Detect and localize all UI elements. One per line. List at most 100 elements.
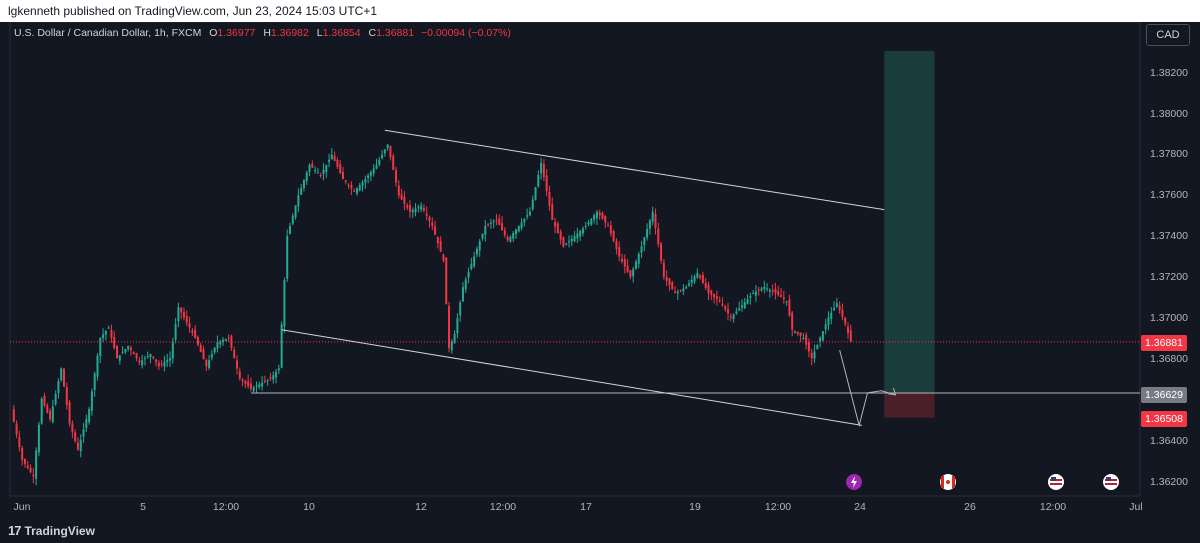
us-flag-icon[interactable] bbox=[1103, 474, 1119, 490]
candle-body bbox=[104, 331, 107, 335]
candle-body bbox=[403, 196, 406, 204]
candle-body bbox=[110, 329, 113, 338]
price-tick-label: 1.37000 bbox=[1150, 312, 1188, 324]
candle-body bbox=[330, 154, 333, 160]
candle-body bbox=[96, 355, 99, 377]
time-tick-label: 12:00 bbox=[1039, 501, 1067, 513]
price-tick-label: 1.36200 bbox=[1150, 476, 1188, 488]
candle-body bbox=[576, 233, 579, 239]
symbol-legend: U.S. Dollar / Canadian Dollar, 1h, FXCM … bbox=[14, 27, 511, 39]
candle-body bbox=[763, 286, 766, 289]
candle-body bbox=[662, 262, 665, 277]
candle-body bbox=[37, 424, 40, 453]
candle-body bbox=[612, 230, 615, 242]
tradingview-mark-icon: 17 bbox=[8, 523, 22, 538]
candle-body bbox=[453, 333, 456, 344]
candle-body bbox=[208, 360, 211, 368]
candle-body bbox=[291, 215, 294, 224]
candle-body bbox=[169, 358, 172, 361]
currency-button[interactable]: CAD bbox=[1146, 24, 1190, 46]
price-tick-label: 1.37600 bbox=[1150, 189, 1188, 201]
target-price-badge: 1.36629 bbox=[1141, 387, 1187, 403]
candle-body bbox=[838, 305, 841, 311]
candle-body bbox=[470, 264, 473, 269]
candle-body bbox=[261, 382, 264, 387]
candle-body bbox=[241, 379, 244, 382]
candle-body bbox=[305, 172, 308, 182]
price-tick-label: 1.38200 bbox=[1150, 67, 1188, 79]
candle-body bbox=[143, 358, 146, 360]
candle-body bbox=[760, 288, 763, 291]
candle-body bbox=[824, 324, 827, 330]
candle-body bbox=[275, 371, 278, 378]
time-tick-label: 12:00 bbox=[212, 501, 240, 513]
candle-body bbox=[132, 352, 135, 355]
candle-body bbox=[774, 288, 777, 294]
candle-body bbox=[283, 280, 286, 327]
candle-body bbox=[727, 309, 730, 314]
candle-body bbox=[442, 254, 445, 261]
candle-body bbox=[646, 228, 649, 238]
candle-body bbox=[835, 303, 838, 307]
stop-zone bbox=[884, 392, 935, 418]
time-tick-label: Jun bbox=[13, 501, 31, 513]
candle-body bbox=[640, 246, 643, 253]
candle-body bbox=[43, 395, 46, 406]
candle-body bbox=[121, 352, 124, 354]
candle-body bbox=[386, 144, 389, 149]
candle-body bbox=[503, 230, 506, 236]
candle-body bbox=[227, 337, 230, 339]
candle-body bbox=[802, 337, 805, 339]
candle-body bbox=[224, 338, 227, 341]
candle-body bbox=[422, 208, 425, 211]
candle-body bbox=[141, 360, 144, 366]
price-chart[interactable] bbox=[0, 22, 1200, 518]
candle-body bbox=[579, 231, 582, 237]
candle-body bbox=[383, 149, 386, 154]
projection-path bbox=[839, 349, 896, 428]
candle-body bbox=[771, 290, 774, 292]
candle-body bbox=[587, 222, 590, 225]
candle-body bbox=[21, 447, 24, 460]
candle-body bbox=[849, 330, 852, 342]
candle-body bbox=[286, 236, 289, 279]
candle-body bbox=[269, 377, 272, 379]
tradingview-logo: 17 TradingView bbox=[8, 523, 95, 538]
candle-body bbox=[174, 324, 177, 340]
candle-body bbox=[648, 220, 651, 229]
candle-body bbox=[473, 256, 476, 267]
candle-body bbox=[166, 360, 169, 363]
publisher-bar: lgkenneth published on TradingView.com, … bbox=[0, 0, 1200, 22]
candle-body bbox=[216, 341, 219, 349]
candle-body bbox=[701, 275, 704, 283]
candle-body bbox=[57, 381, 60, 394]
candle-body bbox=[626, 265, 629, 272]
candle-body bbox=[49, 410, 52, 420]
price-tick-label: 1.37200 bbox=[1150, 271, 1188, 283]
low-value: 1.36854 bbox=[322, 27, 361, 39]
candle-body bbox=[514, 229, 517, 235]
candle-body bbox=[244, 381, 247, 384]
canada-flag-icon[interactable] bbox=[940, 474, 956, 490]
us-flag-icon[interactable] bbox=[1048, 474, 1064, 490]
candle-body bbox=[107, 327, 110, 329]
candle-body bbox=[300, 187, 303, 195]
candle-body bbox=[520, 222, 523, 229]
candle-body bbox=[205, 359, 208, 367]
candle-body bbox=[102, 334, 105, 339]
candle-body bbox=[79, 439, 82, 452]
candle-body bbox=[40, 398, 43, 424]
candle-body bbox=[481, 233, 484, 239]
candle-body bbox=[674, 291, 677, 294]
lightning-icon[interactable] bbox=[846, 474, 862, 490]
candle-body bbox=[93, 373, 96, 390]
candle-body bbox=[637, 253, 640, 264]
candle-body bbox=[724, 306, 727, 310]
candle-body bbox=[676, 291, 679, 294]
candle-body bbox=[32, 474, 35, 477]
candle-body bbox=[425, 213, 428, 216]
candle-body bbox=[665, 276, 668, 281]
candle-body bbox=[568, 241, 570, 243]
candle-body bbox=[545, 175, 548, 192]
candle-body bbox=[68, 402, 71, 424]
